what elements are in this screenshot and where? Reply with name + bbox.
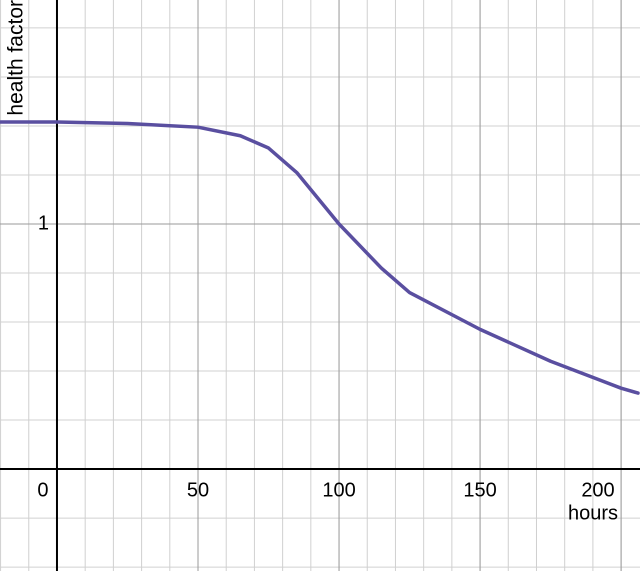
- x-tick-label: 200: [581, 479, 614, 501]
- marks: [0, 120, 640, 395]
- x-tick-label: 0: [37, 479, 48, 501]
- y-axis-label: health factor: [5, 0, 28, 116]
- x-tick-label: 50: [187, 479, 209, 501]
- y-tick-label: 1: [38, 212, 49, 234]
- x-tick-label: 100: [322, 479, 355, 501]
- labels: 0 50 100 150 200 1 hours health factor: [5, 0, 618, 524]
- data-line: [0, 120, 640, 395]
- x-axis-label: hours: [568, 502, 618, 524]
- x-tick-label: 150: [463, 479, 496, 501]
